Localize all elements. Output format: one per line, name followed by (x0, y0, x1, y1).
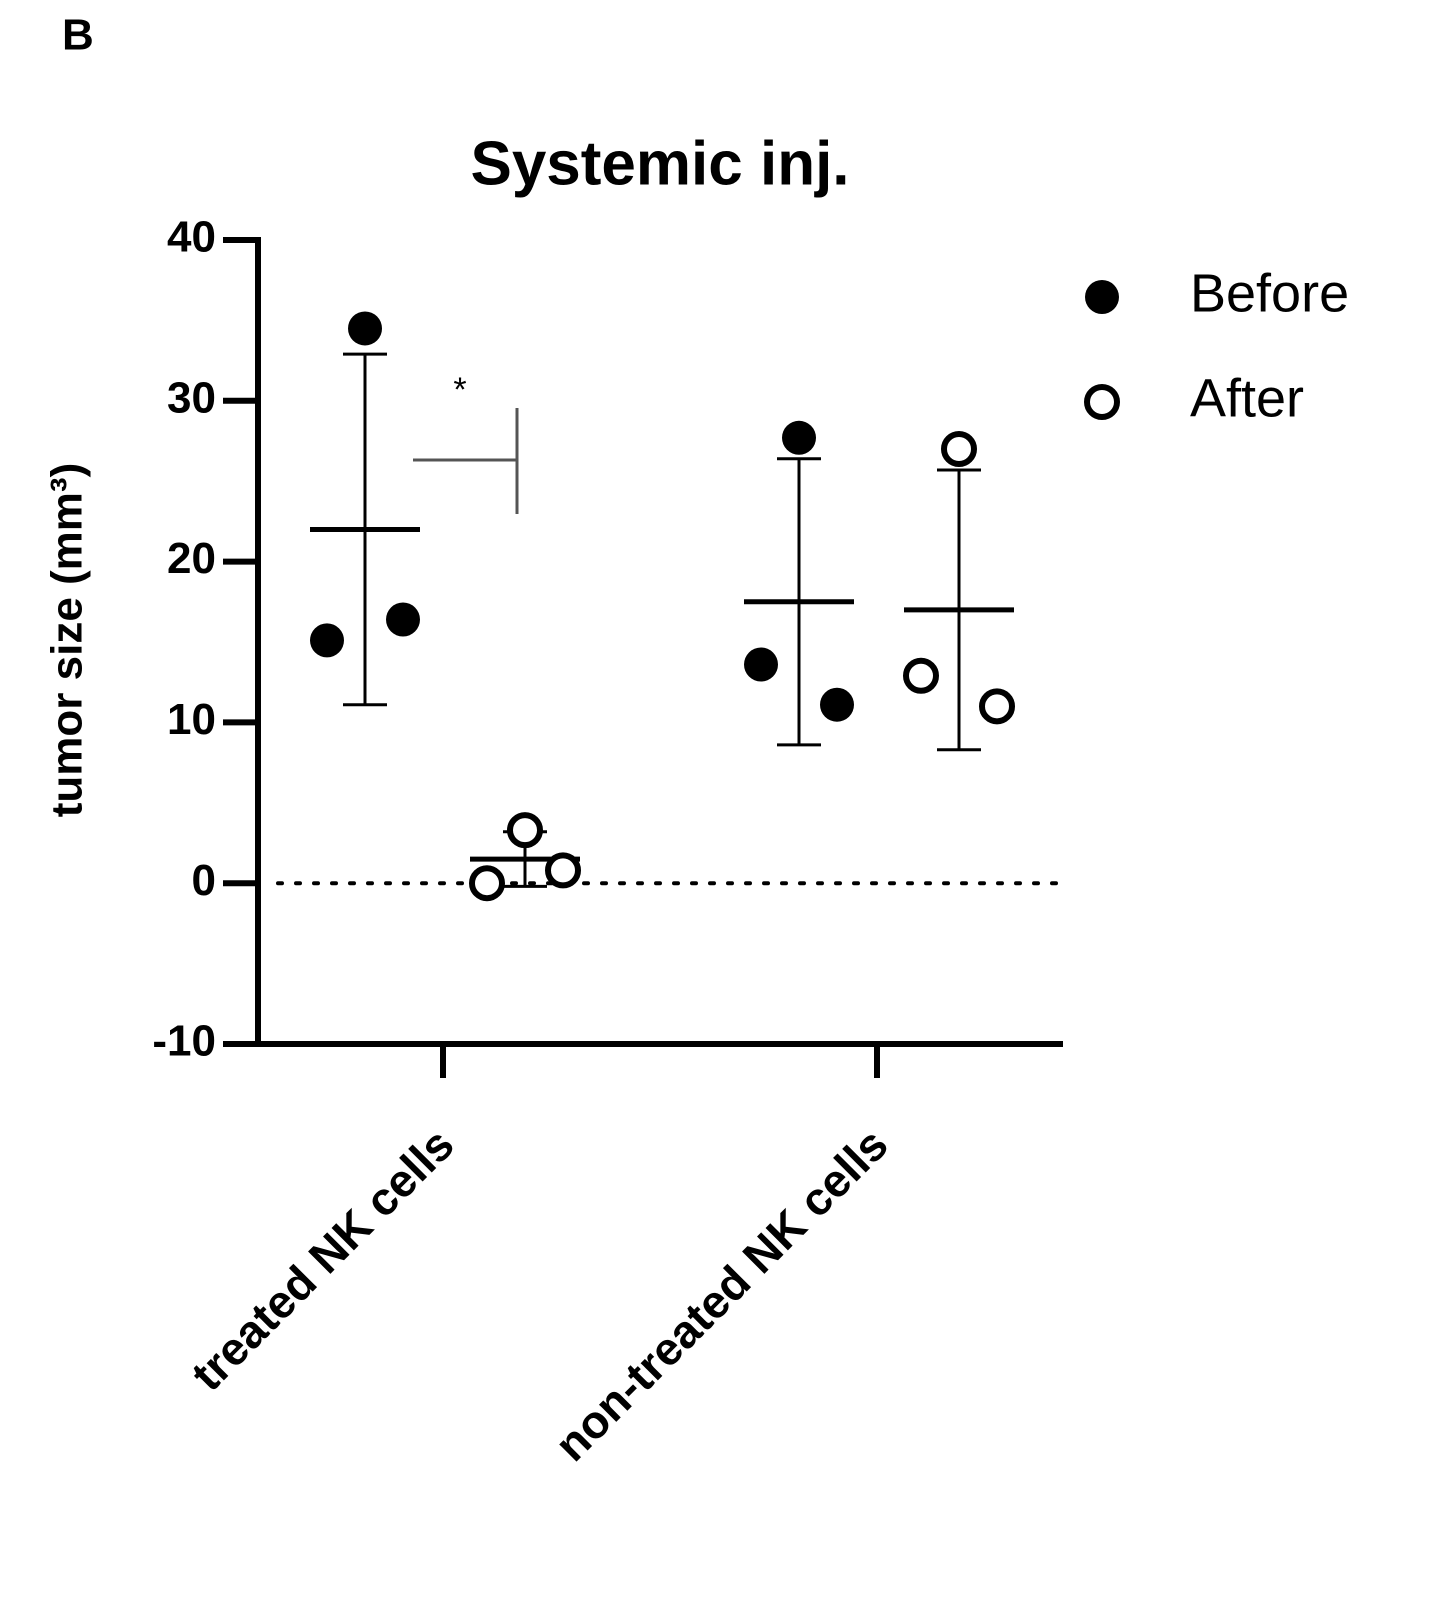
data-point (820, 687, 854, 722)
y-tick-label: -10 (152, 1017, 216, 1066)
chart-title: Systemic inj. (470, 129, 849, 198)
x-tick-label: non-treated NK cells (545, 1118, 898, 1471)
x-tick-label: treated NK cells (181, 1118, 464, 1401)
panel-label: B (62, 11, 94, 60)
y-tick-label: 20 (167, 534, 216, 583)
y-tick-label: 40 (167, 213, 216, 262)
data-point (545, 852, 581, 889)
annotation: * (453, 371, 466, 409)
legend-marker (1084, 384, 1120, 420)
data-point (348, 311, 382, 346)
legend-label: Before (1190, 263, 1349, 323)
y-tick-label: 0 (192, 856, 216, 905)
data-point (979, 688, 1015, 725)
y-tick-label: 10 (167, 695, 216, 744)
data-point (386, 602, 420, 637)
y-tick-label: 30 (167, 373, 216, 422)
legend-label: After (1190, 368, 1304, 428)
data-point (744, 647, 778, 682)
y-axis-label: tumor size (mm³) (43, 463, 92, 817)
legend-marker (1085, 280, 1119, 314)
data-point (903, 657, 939, 694)
data-point (507, 812, 543, 849)
data-point (310, 623, 344, 658)
data-point (469, 865, 505, 902)
data-point (941, 431, 977, 468)
data-point (782, 420, 816, 455)
